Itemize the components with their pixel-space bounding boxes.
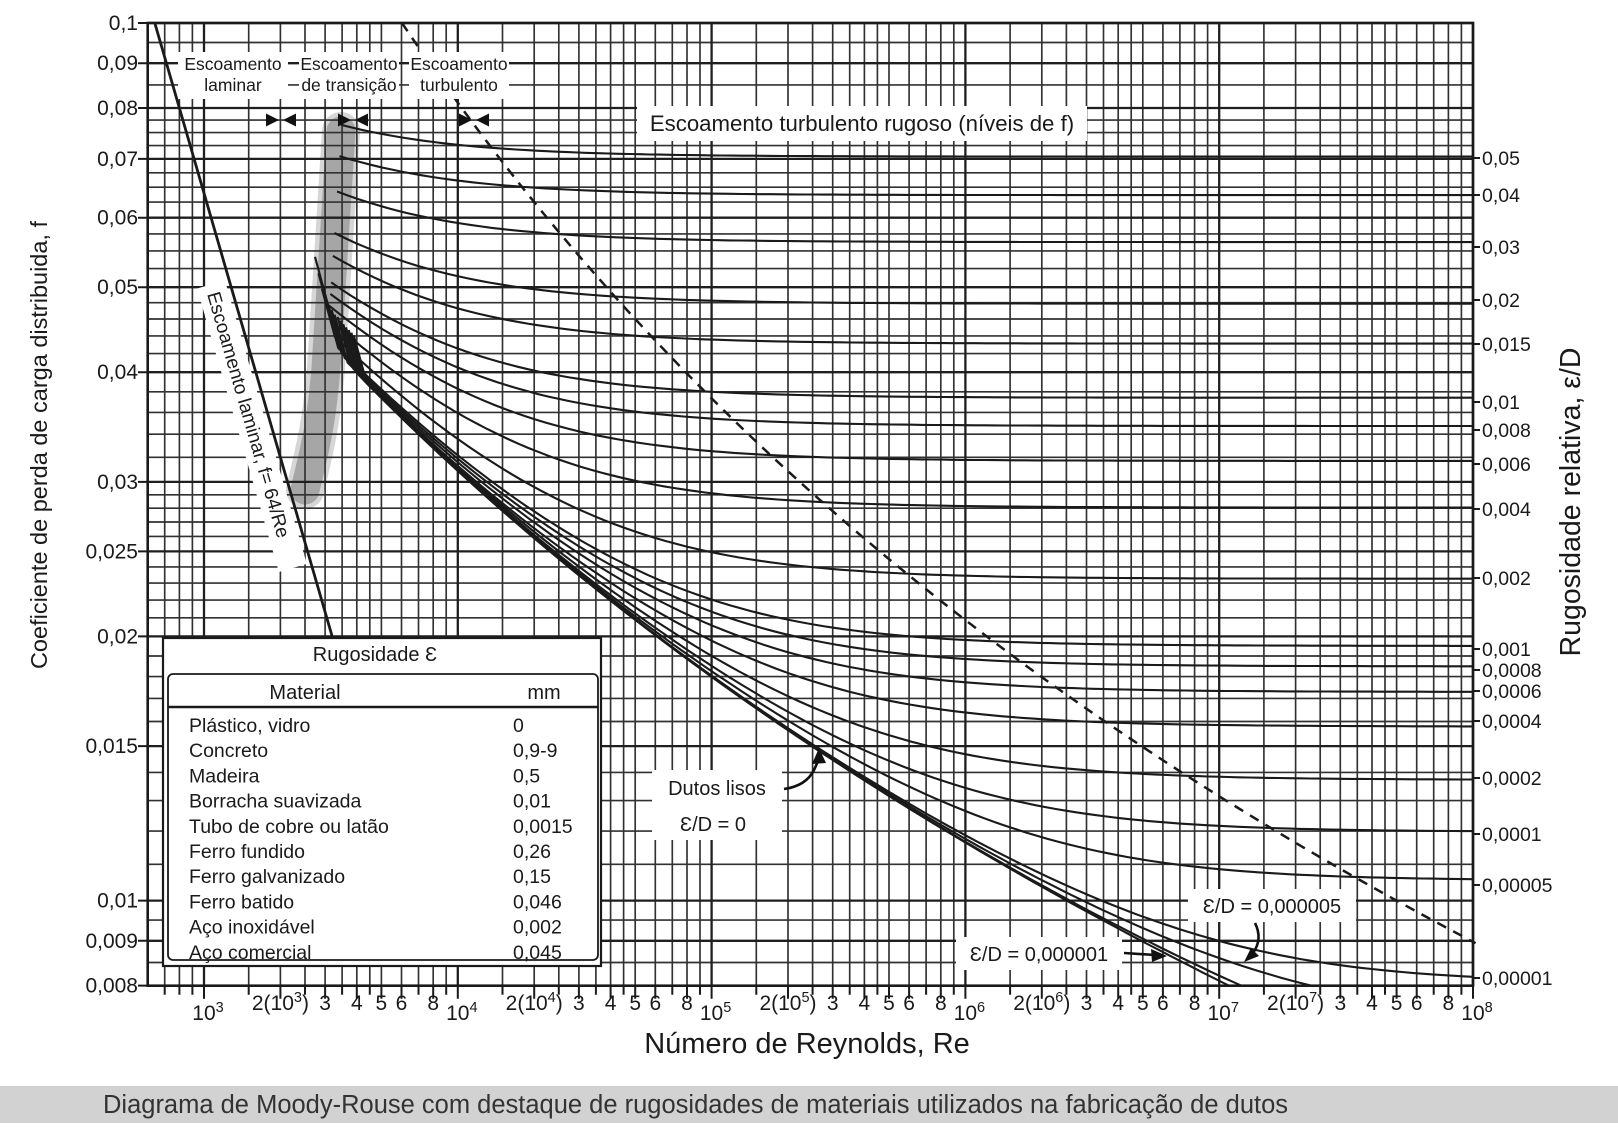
svg-text:3: 3 <box>1334 992 1346 1015</box>
svg-text:5: 5 <box>376 992 388 1015</box>
svg-text:0,05: 0,05 <box>97 276 138 299</box>
svg-text:0,025: 0,025 <box>85 540 138 563</box>
svg-text:8: 8 <box>427 992 439 1015</box>
svg-text:Escoamento: Escoamento <box>184 54 281 74</box>
svg-text:Dutos lisos: Dutos lisos <box>668 778 766 800</box>
svg-text:6: 6 <box>903 992 915 1015</box>
svg-text:Rugosidade relativa, ε/D: Rugosidade relativa, ε/D <box>1555 348 1587 657</box>
svg-text:3: 3 <box>573 992 585 1015</box>
svg-text:0,09: 0,09 <box>97 52 138 75</box>
svg-text:0,03: 0,03 <box>1482 237 1520 259</box>
svg-text:0,00005: 0,00005 <box>1482 875 1553 897</box>
svg-text:8: 8 <box>1189 992 1201 1015</box>
svg-text:8: 8 <box>1443 992 1455 1015</box>
svg-text:8: 8 <box>935 992 947 1015</box>
svg-text:3: 3 <box>319 992 331 1015</box>
svg-text:Diagrama de Moody-Rouse com de: Diagrama de Moody-Rouse com destaque de … <box>103 1091 1288 1119</box>
svg-text:3: 3 <box>827 992 839 1015</box>
svg-text:Madeira: Madeira <box>189 765 260 787</box>
svg-text:4: 4 <box>1112 992 1124 1015</box>
svg-text:0,01: 0,01 <box>1482 392 1520 414</box>
svg-text:Ferro galvanizado: Ferro galvanizado <box>189 866 345 888</box>
svg-text:0,0004: 0,0004 <box>1482 711 1542 733</box>
svg-text:0,015: 0,015 <box>85 735 138 758</box>
svg-text:5: 5 <box>883 992 895 1015</box>
svg-text:Borracha suavizada: Borracha suavizada <box>189 791 362 813</box>
svg-text:5: 5 <box>1391 992 1403 1015</box>
svg-text:0,015: 0,015 <box>1482 334 1531 356</box>
svg-text:de transição: de transição <box>301 75 396 95</box>
svg-text:6: 6 <box>649 992 661 1015</box>
svg-text:Ɛ/D = 0: Ɛ/D = 0 <box>680 814 746 836</box>
svg-text:Concreto: Concreto <box>189 740 268 762</box>
svg-text:0,009: 0,009 <box>85 930 138 953</box>
svg-text:Plástico, vidro: Plástico, vidro <box>189 715 311 737</box>
svg-text:Aço comercial: Aço comercial <box>189 942 311 964</box>
svg-text:0,0006: 0,0006 <box>1482 681 1542 703</box>
svg-text:0,04: 0,04 <box>1482 185 1520 207</box>
svg-text:4: 4 <box>859 992 871 1015</box>
svg-text:0,15: 0,15 <box>513 866 551 888</box>
svg-text:Coeficiente de perda de carga: Coeficiente de perda de carga distribuid… <box>26 220 52 669</box>
svg-text:6: 6 <box>1157 992 1169 1015</box>
svg-text:0,008: 0,008 <box>85 975 138 998</box>
svg-text:Ferro fundido: Ferro fundido <box>189 841 305 863</box>
svg-text:0,07: 0,07 <box>97 148 138 171</box>
svg-text:0,04: 0,04 <box>97 361 138 384</box>
svg-text:0: 0 <box>513 715 524 737</box>
svg-text:0,26: 0,26 <box>513 841 551 863</box>
svg-text:0,02: 0,02 <box>1482 290 1520 312</box>
svg-text:0,5: 0,5 <box>513 765 540 787</box>
svg-text:5: 5 <box>629 992 641 1015</box>
svg-text:Tubo de cobre ou latão: Tubo de cobre ou latão <box>189 816 389 838</box>
svg-text:0,001: 0,001 <box>1482 639 1531 661</box>
svg-text:3: 3 <box>1081 992 1093 1015</box>
svg-text:Rugosidade Ɛ: Rugosidade Ɛ <box>313 644 437 666</box>
svg-text:6: 6 <box>1411 992 1423 1015</box>
svg-text:laminar: laminar <box>204 75 262 95</box>
svg-text:0,0001: 0,0001 <box>1482 824 1542 846</box>
svg-text:0,1: 0,1 <box>109 12 138 35</box>
svg-text:0,9-9: 0,9-9 <box>513 740 557 762</box>
svg-text:0,00001: 0,00001 <box>1482 968 1553 990</box>
svg-text:4: 4 <box>351 992 363 1015</box>
svg-text:0,002: 0,002 <box>1482 568 1531 590</box>
svg-text:mm: mm <box>527 682 560 704</box>
svg-text:0,01: 0,01 <box>513 791 551 813</box>
svg-text:6: 6 <box>396 992 408 1015</box>
svg-text:Ɛ/D = 0,000001: Ɛ/D = 0,000001 <box>970 944 1108 966</box>
svg-text:0,01: 0,01 <box>97 890 138 913</box>
svg-text:turbulento: turbulento <box>420 75 498 95</box>
svg-text:0,006: 0,006 <box>1482 454 1531 476</box>
svg-text:5: 5 <box>1137 992 1149 1015</box>
svg-text:0,0015: 0,0015 <box>513 816 573 838</box>
svg-text:8: 8 <box>681 992 693 1015</box>
svg-text:Escoamento: Escoamento <box>300 54 397 74</box>
svg-text:0,03: 0,03 <box>97 471 138 494</box>
svg-text:Ferro batido: Ferro batido <box>189 891 294 913</box>
svg-text:0,046: 0,046 <box>513 891 562 913</box>
svg-text:0,02: 0,02 <box>97 625 138 648</box>
svg-text:Aço inoxidável: Aço inoxidável <box>189 917 315 939</box>
svg-text:0,0008: 0,0008 <box>1482 660 1542 682</box>
svg-text:0,0002: 0,0002 <box>1482 768 1542 790</box>
svg-text:Escoamento: Escoamento <box>410 54 507 74</box>
svg-text:0,05: 0,05 <box>1482 148 1520 170</box>
svg-text:0,08: 0,08 <box>97 97 138 120</box>
svg-text:0,008: 0,008 <box>1482 420 1531 442</box>
svg-text:Material: Material <box>269 682 340 704</box>
svg-text:0,004: 0,004 <box>1482 499 1531 521</box>
svg-text:Número de Reynolds, Re: Número de Reynolds, Re <box>644 1028 970 1060</box>
svg-text:0,045: 0,045 <box>513 942 562 964</box>
svg-text:Escoamento turbulento rugoso (: Escoamento turbulento rugoso (níveis de … <box>650 111 1074 136</box>
svg-text:0,06: 0,06 <box>97 207 138 230</box>
svg-text:4: 4 <box>605 992 617 1015</box>
svg-text:4: 4 <box>1366 992 1378 1015</box>
svg-text:0,002: 0,002 <box>513 917 562 939</box>
svg-text:Ɛ/D = 0,000005: Ɛ/D = 0,000005 <box>1203 896 1341 918</box>
